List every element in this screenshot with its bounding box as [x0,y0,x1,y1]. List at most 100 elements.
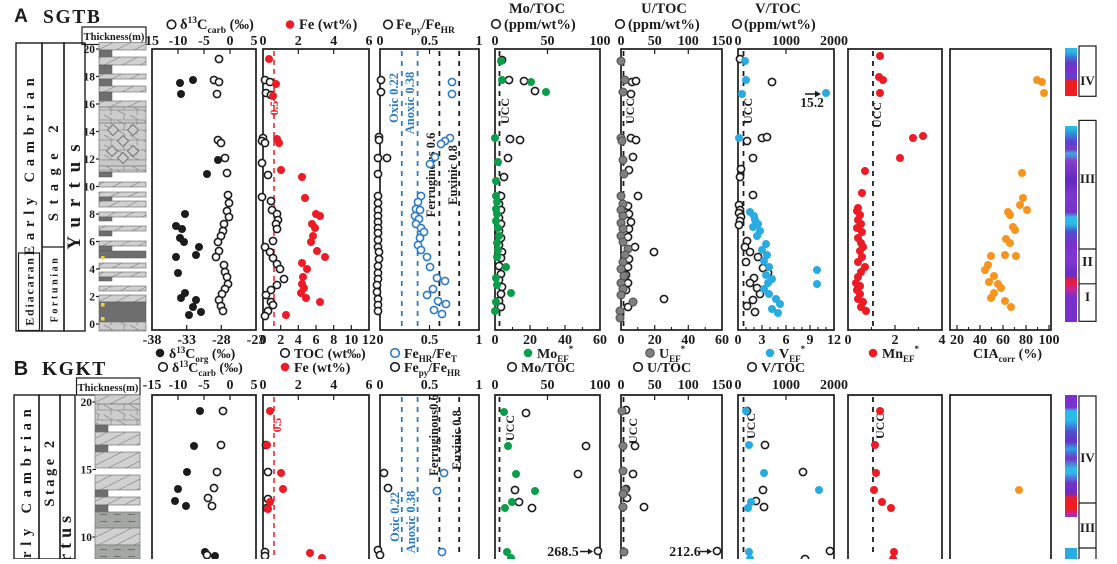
svg-text:-10: -10 [169,34,188,49]
svg-text:-28: -28 [212,333,231,348]
svg-text:9: 9 [807,333,814,348]
svg-text:20: 20 [648,333,662,348]
svg-text:60: 60 [715,333,729,348]
svg-text:FeHR/FeT: FeHR/FeT [404,347,457,364]
svg-text:268.5: 268.5 [547,545,579,559]
svg-text:10: 10 [81,532,93,544]
svg-text:50: 50 [648,34,662,49]
svg-text:-33: -33 [177,333,196,348]
svg-text:Anoxic 0.38: Anoxic 0.38 [404,491,418,554]
svg-text:(ppm/wt%): (ppm/wt%) [504,17,576,33]
svg-text:0: 0 [492,333,499,348]
svg-text:0.5: 0.5 [269,101,281,116]
svg-text:10: 10 [84,182,96,194]
svg-text:Euxinic 0.8: Euxinic 0.8 [450,410,464,470]
svg-text:40: 40 [973,333,987,348]
svg-text:3: 3 [759,333,766,348]
svg-text:-23: -23 [247,333,266,348]
svg-text:100: 100 [590,34,611,49]
svg-text:5: 5 [251,378,258,393]
svg-text:100: 100 [678,378,699,393]
svg-text:-10: -10 [169,378,188,393]
svg-text:6: 6 [89,237,95,249]
svg-text:0: 0 [377,34,384,49]
svg-text:8: 8 [89,209,95,221]
svg-text:Mo/TOC: Mo/TOC [521,361,575,376]
svg-text:U/TOC: U/TOC [647,361,691,376]
svg-text:UCC: UCC [873,413,887,439]
svg-text:Early Cambrian: Early Cambrian [22,72,38,255]
svg-text:2: 2 [892,333,899,348]
svg-text:KGKT: KGKT [42,359,107,380]
svg-text:2: 2 [295,34,302,49]
svg-text:UCC: UCC [741,98,755,124]
svg-text:60: 60 [593,333,607,348]
svg-text:1: 1 [476,34,483,49]
svg-text:0: 0 [492,378,499,393]
svg-text:Ediacaran: Ediacaran [23,256,37,326]
svg-text:12: 12 [827,333,841,348]
svg-text:SGTB: SGTB [43,7,101,28]
svg-text:0: 0 [618,378,625,393]
svg-text:CIAcorr (%): CIAcorr (%) [973,347,1042,364]
svg-text:δ13Ccarb (‰): δ13Ccarb (‰) [180,16,254,36]
svg-text:14: 14 [84,127,96,139]
svg-text:UCC: UCC [503,415,517,441]
svg-text:Yurtus: Yurtus [55,511,75,559]
svg-text:-38: -38 [143,333,162,348]
svg-text:IV: IV [1080,450,1095,465]
svg-text:Fe (wt%): Fe (wt%) [294,361,351,376]
svg-text:150: 150 [712,378,733,393]
svg-text:2000: 2000 [820,378,848,393]
svg-text:40: 40 [558,333,572,348]
svg-text:0: 0 [89,319,95,331]
svg-text:15: 15 [145,34,159,49]
svg-text:δ13Ccarb (‰): δ13Ccarb (‰) [172,359,243,378]
svg-text:0.5: 0.5 [421,378,439,393]
svg-text:Ferruginous 0.6: Ferruginous 0.6 [424,133,438,218]
svg-text:-15: -15 [143,378,162,393]
svg-text:15: 15 [81,465,93,477]
svg-text:0: 0 [845,333,852,348]
svg-text:6: 6 [313,333,320,348]
svg-text:4: 4 [939,333,946,348]
svg-text:8: 8 [330,333,337,348]
svg-text:-5: -5 [198,378,210,393]
svg-text:UCC: UCC [498,98,512,124]
svg-text:Euxinic 0.8: Euxinic 0.8 [446,145,460,205]
svg-text:Oxic 0.22: Oxic 0.22 [388,492,402,542]
svg-text:Anoxic 0.38: Anoxic 0.38 [403,72,417,135]
svg-text:UCC: UCC [626,418,640,444]
svg-text:UCC: UCC [744,413,758,439]
svg-text:20: 20 [84,44,96,56]
svg-text:MnEF*: MnEF* [882,344,920,364]
svg-text:UCC: UCC [623,98,637,124]
svg-text:IV: IV [1080,73,1095,88]
svg-text:12: 12 [362,333,376,348]
svg-text:20: 20 [950,333,964,348]
svg-text:Mo/TOC: Mo/TOC [509,1,565,17]
svg-text:40: 40 [681,333,695,348]
svg-text:Yurtus: Yurtus [64,134,85,249]
svg-text:Stage 2: Stage 2 [42,437,58,506]
svg-text:100: 100 [590,378,611,393]
svg-text:0: 0 [227,34,234,49]
svg-text:Thickness(m): Thickness(m) [78,383,139,394]
svg-text:Fepy/FeHR: Fepy/FeHR [396,17,455,36]
svg-text:0: 0 [735,34,742,49]
svg-text:III: III [1080,520,1095,535]
svg-text:6: 6 [366,378,373,393]
svg-text:50: 50 [648,378,662,393]
svg-text:20: 20 [81,397,93,409]
svg-text:0: 0 [618,34,625,49]
svg-text:10: 10 [344,333,358,348]
svg-text:2: 2 [89,292,95,304]
svg-text:0.5: 0.5 [421,333,439,348]
svg-text:0: 0 [735,378,742,393]
svg-text:12: 12 [84,154,96,166]
svg-text:0.5: 0.5 [272,418,284,433]
svg-text:0.5: 0.5 [421,34,439,49]
svg-text:1000: 1000 [772,34,800,49]
svg-text:B: B [14,358,28,380]
svg-text:TOC (wt‰): TOC (wt‰) [294,347,366,362]
